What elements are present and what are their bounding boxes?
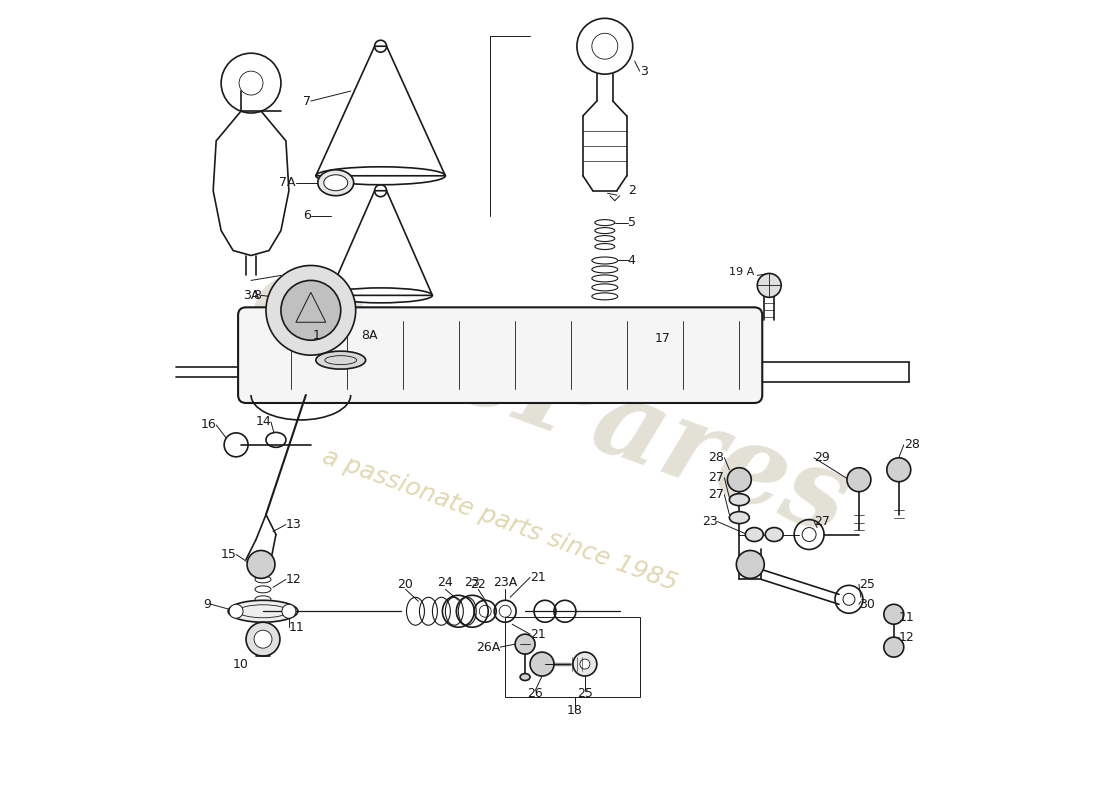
Text: 24: 24 — [438, 576, 453, 589]
Ellipse shape — [746, 527, 763, 542]
Text: 26A: 26A — [476, 641, 501, 654]
Text: 4: 4 — [628, 254, 636, 267]
Circle shape — [847, 468, 871, 492]
Circle shape — [530, 652, 554, 676]
Text: 19 A: 19 A — [729, 267, 755, 278]
Text: 13: 13 — [286, 518, 301, 531]
Text: 3: 3 — [640, 65, 648, 78]
Ellipse shape — [520, 674, 530, 681]
Text: 22: 22 — [471, 578, 486, 591]
Text: 1: 1 — [312, 329, 321, 342]
Ellipse shape — [573, 652, 597, 676]
Circle shape — [515, 634, 535, 654]
Ellipse shape — [323, 174, 348, 190]
Text: 27: 27 — [708, 471, 725, 484]
Text: 25: 25 — [576, 687, 593, 701]
Ellipse shape — [729, 494, 749, 506]
Text: 14: 14 — [255, 415, 271, 429]
Circle shape — [246, 622, 279, 656]
Text: 21: 21 — [530, 628, 546, 641]
Text: 17: 17 — [654, 332, 671, 345]
Text: 7: 7 — [302, 94, 311, 107]
Text: 5: 5 — [628, 216, 636, 229]
Ellipse shape — [766, 527, 783, 542]
Ellipse shape — [729, 512, 749, 523]
Text: 8A: 8A — [361, 329, 377, 342]
Circle shape — [883, 604, 904, 624]
Circle shape — [229, 604, 243, 618]
Ellipse shape — [318, 170, 354, 196]
Text: 21: 21 — [530, 571, 546, 584]
Text: 26: 26 — [527, 687, 543, 701]
Text: 20: 20 — [397, 578, 414, 591]
Circle shape — [248, 550, 275, 578]
Text: 9: 9 — [204, 598, 211, 610]
Circle shape — [883, 637, 904, 657]
Circle shape — [736, 550, 764, 578]
Text: 10: 10 — [233, 658, 249, 670]
Text: 28: 28 — [904, 438, 920, 451]
Text: 30: 30 — [859, 598, 874, 610]
Text: 27: 27 — [814, 515, 830, 528]
Text: 18: 18 — [566, 705, 583, 718]
Text: 7A: 7A — [279, 176, 296, 190]
Text: 27: 27 — [708, 488, 725, 501]
Text: 25: 25 — [859, 578, 874, 591]
Bar — [505, 618, 640, 697]
Text: 29: 29 — [814, 451, 829, 464]
Text: 11: 11 — [899, 610, 914, 624]
FancyBboxPatch shape — [238, 307, 762, 403]
Ellipse shape — [316, 351, 365, 369]
Text: 12: 12 — [286, 573, 301, 586]
Text: 2: 2 — [628, 184, 636, 198]
Text: 23: 23 — [464, 576, 480, 589]
Text: euroPares: euroPares — [236, 242, 864, 558]
Text: 23: 23 — [702, 515, 717, 528]
Text: 12: 12 — [899, 630, 914, 644]
Circle shape — [727, 468, 751, 492]
Circle shape — [757, 274, 781, 298]
Text: 11: 11 — [289, 621, 305, 634]
Circle shape — [280, 281, 341, 340]
Text: 23A: 23A — [493, 576, 517, 589]
Circle shape — [266, 266, 355, 355]
Text: 15: 15 — [220, 548, 236, 561]
Text: 28: 28 — [708, 451, 725, 464]
Text: 16: 16 — [200, 418, 217, 431]
Text: 6: 6 — [302, 209, 311, 222]
Ellipse shape — [228, 600, 298, 622]
Circle shape — [254, 630, 272, 648]
Circle shape — [887, 458, 911, 482]
Text: 8: 8 — [253, 289, 261, 302]
Circle shape — [282, 604, 296, 618]
Ellipse shape — [580, 659, 590, 669]
Text: 3A: 3A — [243, 289, 260, 302]
Text: a passionate parts since 1985: a passionate parts since 1985 — [319, 444, 681, 595]
